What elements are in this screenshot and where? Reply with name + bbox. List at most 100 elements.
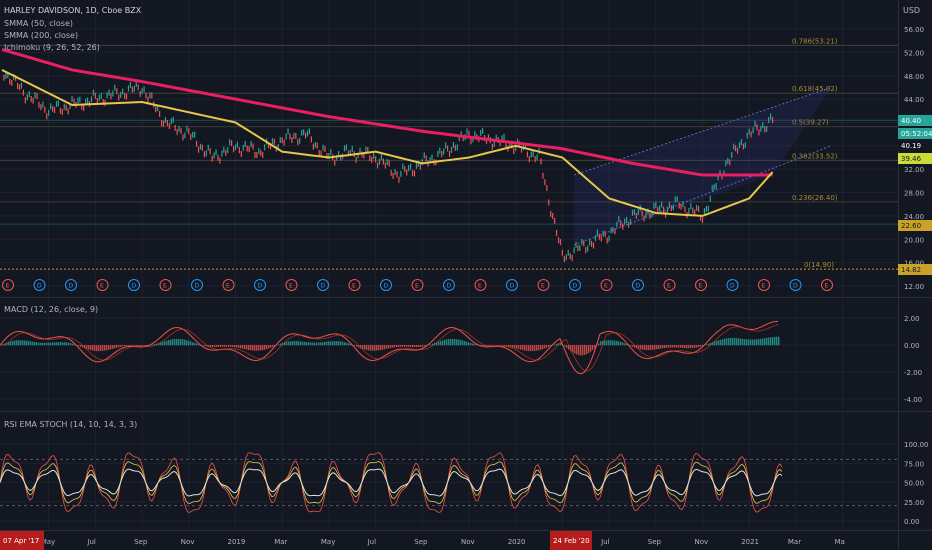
macd-histogram-bar	[32, 341, 34, 346]
macd-histogram-bar	[408, 345, 410, 347]
macd-histogram-bar	[418, 345, 420, 348]
macd-histogram-bar	[28, 341, 30, 346]
macd-histogram-bar	[728, 338, 730, 346]
macd-histogram-bar	[48, 342, 50, 346]
macd-histogram-bar	[10, 341, 12, 346]
macd-histogram-bar	[74, 344, 76, 346]
macd-histogram-bar	[624, 343, 626, 346]
macd-histogram-bar	[324, 341, 326, 346]
indicator-ichimoku[interactable]: Ichimoku (9, 26, 52, 26)	[4, 43, 100, 52]
event-letter: D	[132, 283, 137, 290]
macd-histogram-bar	[698, 345, 700, 348]
macd-histogram-bar	[444, 339, 446, 346]
macd-signal-line	[0, 320, 779, 375]
macd-histogram-bar	[34, 342, 36, 346]
time-axis-label: 2020	[508, 538, 526, 546]
macd-histogram-bar	[338, 341, 340, 346]
macd-histogram-bar	[230, 345, 232, 347]
macd-histogram-bar	[528, 345, 530, 352]
macd-histogram-bar	[16, 340, 18, 346]
macd-histogram-bar	[598, 343, 600, 346]
macd-histogram-bar	[44, 342, 46, 346]
macd-histogram-bar	[180, 339, 182, 346]
rsi-title[interactable]: RSI EMA STOCH (14, 10, 14, 3, 3)	[4, 420, 138, 429]
macd-histogram-bar	[280, 343, 282, 346]
dividend-event-icon	[33, 279, 46, 291]
macd-histogram-bar	[30, 341, 32, 346]
macd-histogram-bar	[114, 345, 116, 349]
event-letter: E	[604, 283, 608, 290]
event-letter: D	[573, 283, 578, 290]
macd-histogram-bar	[36, 342, 38, 346]
event-letter: E	[100, 283, 104, 290]
rsi-line	[0, 468, 783, 497]
macd-histogram-bar	[86, 345, 88, 349]
fib-level-label: 0.786(53.21)	[792, 37, 838, 45]
macd-histogram-bar	[518, 345, 520, 350]
macd-histogram-bar	[204, 345, 206, 347]
macd-histogram-bar	[516, 345, 518, 349]
event-letter: D	[69, 283, 74, 290]
macd-histogram-bar	[274, 345, 276, 347]
macd-histogram-bar	[58, 342, 60, 346]
macd-histogram-bar	[164, 341, 166, 346]
macd-histogram-bar	[154, 344, 156, 346]
smma-50-line	[1, 69, 774, 217]
dividend-event-icon	[569, 279, 581, 291]
macd-histogram-bar	[568, 345, 570, 350]
earnings-event-icon	[600, 279, 613, 291]
macd-histogram-bar	[246, 345, 248, 350]
macd-histogram-bar	[210, 345, 212, 347]
macd-histogram-bar	[314, 342, 316, 346]
macd-histogram-bar	[608, 340, 610, 346]
macd-histogram-bar	[454, 338, 456, 346]
macd-histogram-bar	[646, 345, 648, 351]
price-badge-label: 22.60	[901, 222, 921, 230]
macd-histogram-bar	[744, 339, 746, 346]
macd-histogram-bar	[688, 345, 690, 349]
dividend-event-icon	[128, 279, 140, 291]
price-tick-label: 12.00	[904, 283, 924, 291]
macd-histogram-bar	[268, 345, 270, 349]
macd-histogram-bar	[332, 341, 334, 346]
macd-histogram-bar	[538, 345, 540, 351]
macd-histogram-bar	[116, 345, 118, 348]
macd-histogram-bar	[146, 345, 148, 346]
earnings-event-icon	[2, 279, 14, 291]
macd-histogram-bar	[4, 343, 6, 346]
event-letter: E	[825, 283, 829, 290]
macd-histogram-bar	[358, 345, 360, 348]
event-letter: D	[447, 283, 452, 290]
earnings-event-icon	[474, 279, 487, 291]
macd-histogram-bar	[630, 345, 632, 346]
macd-histogram-bar	[438, 341, 440, 346]
macd-histogram-bar	[534, 345, 536, 351]
macd-histogram-bar	[326, 341, 328, 346]
macd-histogram-bar	[616, 340, 618, 346]
macd-histogram-bar	[128, 345, 130, 346]
macd-histogram-bar	[604, 340, 606, 346]
macd-histogram-bar	[262, 345, 264, 351]
macd-histogram-bar	[120, 345, 122, 347]
macd-histogram-bar	[182, 339, 184, 346]
earnings-event-icon	[821, 279, 833, 291]
macd-histogram-bar	[40, 342, 42, 346]
macd-histogram-bar	[24, 340, 26, 346]
macd-histogram-bar	[288, 341, 290, 346]
macd-histogram-bar	[394, 345, 396, 348]
macd-histogram-bar	[134, 345, 136, 346]
indicator-smma-200[interactable]: SMMA (200, close)	[4, 31, 79, 40]
time-axis-label: Nov	[181, 538, 195, 546]
time-axis-label: Mar	[788, 538, 801, 546]
macd-histogram-bar	[360, 345, 362, 349]
macd-histogram-bar	[60, 342, 62, 346]
indicator-smma-50[interactable]: SMMA (50, close)	[4, 19, 74, 28]
macd-title[interactable]: MACD (12, 26, close, 9)	[4, 305, 99, 314]
fib-level-label: 0(14.90)	[804, 261, 834, 269]
macd-histogram-bar	[340, 341, 342, 346]
macd-histogram-bar	[762, 338, 764, 346]
price-badge-label: 39.46	[901, 155, 922, 163]
event-letter: E	[226, 283, 230, 290]
macd-histogram-bar	[402, 345, 404, 347]
